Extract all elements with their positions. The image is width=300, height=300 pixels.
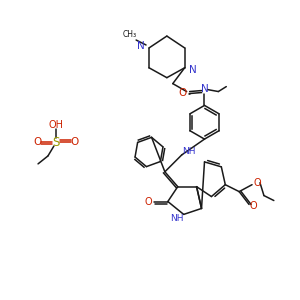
- Text: NH: NH: [182, 148, 195, 157]
- Text: S: S: [52, 136, 60, 148]
- Text: O: O: [249, 202, 257, 212]
- Text: CH₃: CH₃: [122, 30, 136, 39]
- Text: O: O: [33, 137, 41, 147]
- Text: N: N: [137, 41, 145, 51]
- Text: O: O: [253, 178, 261, 188]
- Text: O: O: [178, 88, 187, 98]
- Text: O: O: [144, 196, 152, 206]
- Text: O: O: [70, 137, 79, 147]
- Text: NH: NH: [170, 214, 184, 223]
- Text: N: N: [189, 65, 196, 75]
- Text: OH: OH: [48, 120, 63, 130]
- Text: N: N: [201, 84, 208, 94]
